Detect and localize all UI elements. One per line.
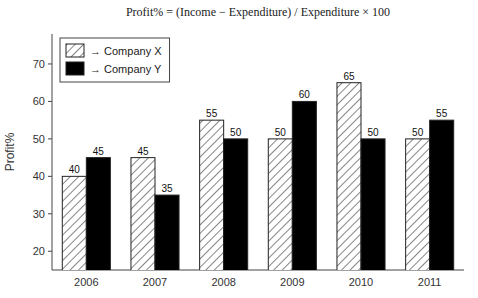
bar-background bbox=[62, 176, 86, 270]
legend-swatch-background bbox=[66, 44, 84, 57]
legend-label: → Company X bbox=[90, 45, 162, 57]
x-axis: 2006 2007 2008 2009 2010 2011 bbox=[52, 270, 464, 288]
data-label: 50 bbox=[412, 127, 424, 138]
y-tick-label: 50 bbox=[33, 133, 45, 145]
bars bbox=[62, 83, 453, 270]
data-label: 50 bbox=[275, 127, 287, 138]
data-label: 50 bbox=[367, 127, 379, 138]
y-tick-label: 30 bbox=[33, 208, 45, 220]
y-tick bbox=[48, 138, 52, 139]
y-tick-label: 60 bbox=[33, 95, 45, 107]
legend-label: → Company Y bbox=[90, 63, 162, 75]
legend-swatch bbox=[66, 44, 84, 57]
y-tick-label: 40 bbox=[33, 170, 45, 182]
data-label: 40 bbox=[69, 164, 81, 175]
bar bbox=[131, 158, 155, 270]
x-tick-label: 2009 bbox=[280, 276, 304, 288]
y-tick bbox=[48, 101, 52, 102]
legend-swatch bbox=[66, 62, 84, 75]
bar bbox=[337, 83, 361, 270]
y-axis-line bbox=[52, 34, 53, 270]
data-label: 45 bbox=[93, 146, 105, 157]
legend: → Company X → Company Y bbox=[60, 38, 170, 82]
data-labels: 40 45 55 50 65 50 45 35 50 60 50 55 bbox=[69, 71, 448, 194]
bar-background bbox=[131, 158, 155, 270]
bar bbox=[406, 139, 430, 270]
bar bbox=[62, 176, 86, 270]
chart: Profit% = (Income − Expenditure) / Expen… bbox=[0, 0, 478, 298]
x-tick-label: 2010 bbox=[349, 276, 373, 288]
bar bbox=[268, 139, 292, 270]
y-axis-label: Profit% bbox=[3, 132, 17, 171]
data-label: 50 bbox=[230, 127, 242, 138]
bar bbox=[224, 139, 248, 270]
y-tick bbox=[48, 176, 52, 177]
y-tick bbox=[48, 213, 52, 214]
bar-background bbox=[268, 139, 292, 270]
x-tick-label: 2008 bbox=[211, 276, 235, 288]
y-tick bbox=[48, 63, 52, 64]
bar-background bbox=[337, 83, 361, 270]
bar bbox=[430, 120, 454, 270]
y-tick-label: 20 bbox=[33, 245, 45, 257]
bar bbox=[361, 139, 385, 270]
data-label: 45 bbox=[137, 146, 149, 157]
legend-frame bbox=[60, 38, 170, 82]
x-tick-label: 2006 bbox=[74, 276, 98, 288]
x-tick-label: 2011 bbox=[418, 276, 442, 288]
formula: Profit% = (Income − Expenditure) / Expen… bbox=[126, 5, 390, 19]
data-label: 55 bbox=[206, 108, 218, 119]
data-label: 35 bbox=[161, 183, 173, 194]
data-label: 60 bbox=[299, 89, 311, 100]
y-tick-label: 70 bbox=[33, 58, 45, 70]
y-axis: 20 30 40 50 60 70 bbox=[33, 34, 52, 270]
data-label: 55 bbox=[436, 108, 448, 119]
data-label: 65 bbox=[343, 71, 355, 82]
bar-background bbox=[200, 120, 224, 270]
bar bbox=[200, 120, 224, 270]
bar bbox=[292, 101, 316, 270]
y-tick bbox=[48, 251, 52, 252]
bar bbox=[86, 158, 110, 270]
x-axis-line bbox=[52, 270, 464, 271]
bar-background bbox=[406, 139, 430, 270]
x-tick-label: 2007 bbox=[143, 276, 167, 288]
bar bbox=[155, 195, 179, 270]
